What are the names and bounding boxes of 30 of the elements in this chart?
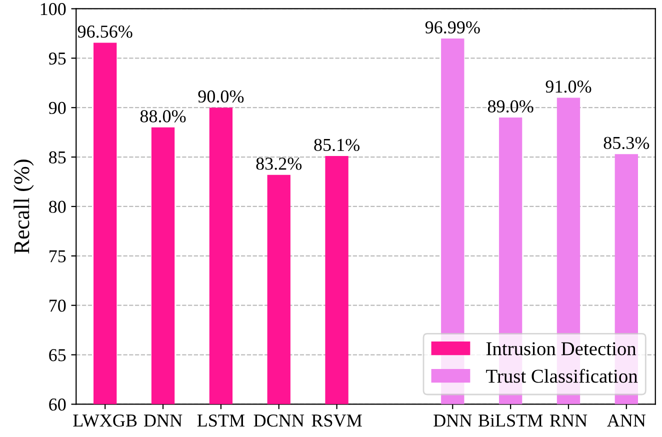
x-tick-label: DCNN bbox=[254, 414, 304, 427]
x-tick-label: DNN bbox=[434, 414, 472, 427]
x-tick-label: RNN bbox=[550, 414, 588, 426]
legend-label: Trust Classification bbox=[486, 368, 638, 383]
data-label: 96.99% bbox=[425, 21, 480, 34]
legend-label: Intrusion Detection bbox=[486, 342, 636, 356]
x-tick-label: LSTM bbox=[197, 414, 244, 427]
y-tick-label: 70 bbox=[50, 300, 66, 312]
y-tick-label: 85 bbox=[49, 151, 66, 164]
data-label: 96.56% bbox=[78, 26, 132, 38]
y-axis-title: Recall (%) bbox=[14, 160, 34, 254]
x-tick-label: LWXGB bbox=[73, 414, 137, 427]
y-tick-label: 95 bbox=[48, 52, 66, 65]
data-label: 85.3% bbox=[604, 136, 650, 150]
data-label: 85.1% bbox=[314, 138, 360, 152]
y-tick-label: 100 bbox=[40, 2, 66, 16]
y-tick-label: 90 bbox=[48, 102, 66, 114]
data-label: 89.0% bbox=[488, 100, 534, 113]
data-label: 91.0% bbox=[546, 80, 592, 93]
x-tick-label: DNN bbox=[144, 414, 182, 427]
x-tick-label: RSVM bbox=[312, 414, 362, 427]
x-tick-label: BiLSTM bbox=[478, 414, 543, 427]
y-tick-label: 80 bbox=[49, 200, 66, 213]
x-tick-label: ANN bbox=[607, 414, 646, 426]
data-label: 83.2% bbox=[256, 158, 302, 170]
data-label: 90.0% bbox=[198, 90, 244, 103]
y-tick-label: 60 bbox=[49, 398, 66, 411]
y-tick-label: 75 bbox=[50, 250, 66, 262]
y-tick-label: 65 bbox=[49, 349, 66, 362]
data-label: 88.0% bbox=[140, 110, 186, 122]
